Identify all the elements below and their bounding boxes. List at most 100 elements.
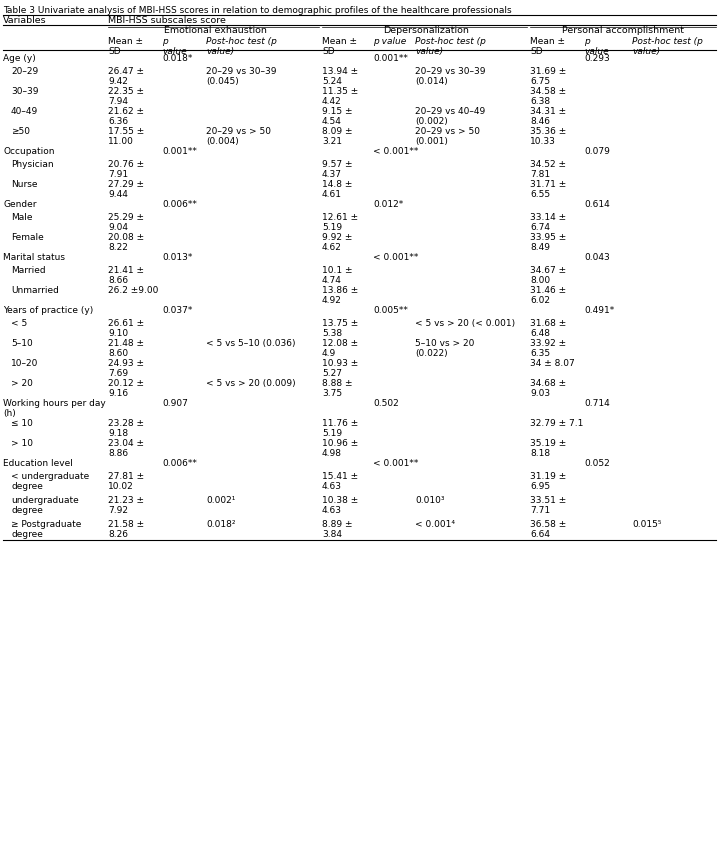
Text: Post-hoc test (p
value): Post-hoc test (p value) (206, 37, 277, 56)
Text: ≤ 10: ≤ 10 (11, 419, 33, 428)
Text: Married: Married (11, 266, 45, 275)
Text: < 0.001**: < 0.001** (373, 147, 418, 156)
Text: Physician: Physician (11, 160, 54, 169)
Text: undergraduate
degree: undergraduate degree (11, 496, 79, 515)
Text: 0.002¹: 0.002¹ (206, 496, 235, 505)
Text: 21.58 ±
8.26: 21.58 ± 8.26 (108, 520, 144, 540)
Text: 9.57 ±
4.37: 9.57 ± 4.37 (322, 160, 352, 179)
Text: 20–29 vs > 50
(0.004): 20–29 vs > 50 (0.004) (206, 127, 271, 147)
Text: 36.58 ±
6.64: 36.58 ± 6.64 (530, 520, 567, 540)
Text: 13.75 ±
5.38: 13.75 ± 5.38 (322, 319, 358, 338)
Text: Emotional exhaustion: Emotional exhaustion (163, 26, 267, 35)
Text: 0.018²: 0.018² (206, 520, 236, 529)
Text: < 0.001**: < 0.001** (373, 459, 418, 468)
Text: 33.95 ±
8.49: 33.95 ± 8.49 (530, 233, 567, 253)
Text: 8.09 ±
3.21: 8.09 ± 3.21 (322, 127, 352, 147)
Text: Male: Male (11, 213, 32, 222)
Text: Marital status: Marital status (3, 253, 65, 262)
Text: 0.013*: 0.013* (162, 253, 193, 262)
Text: 33.92 ±
6.35: 33.92 ± 6.35 (530, 339, 566, 359)
Text: 34.67 ±
8.00: 34.67 ± 8.00 (530, 266, 566, 285)
Text: Age (y): Age (y) (3, 54, 36, 63)
Text: 27.29 ±
9.44: 27.29 ± 9.44 (108, 180, 144, 200)
Text: 23.28 ±
9.18: 23.28 ± 9.18 (108, 419, 144, 439)
Text: > 20: > 20 (11, 379, 33, 388)
Text: < 5: < 5 (11, 319, 27, 328)
Text: 34.31 ±
8.46: 34.31 ± 8.46 (530, 107, 566, 126)
Text: Nurse: Nurse (11, 180, 37, 189)
Text: 34.58 ±
6.38: 34.58 ± 6.38 (530, 87, 566, 106)
Text: 0.037*: 0.037* (162, 306, 193, 315)
Text: Gender: Gender (3, 200, 37, 209)
Text: 26.2 ±9.00: 26.2 ±9.00 (108, 286, 158, 295)
Text: Depersonalization: Depersonalization (383, 26, 469, 35)
Text: 34.52 ±
7.81: 34.52 ± 7.81 (530, 160, 566, 179)
Text: Post-hoc test (p
value): Post-hoc test (p value) (632, 37, 703, 56)
Text: 20–29 vs 30–39
(0.014): 20–29 vs 30–39 (0.014) (415, 67, 485, 87)
Text: 33.14 ±
6.74: 33.14 ± 6.74 (530, 213, 566, 232)
Text: 0.005**: 0.005** (373, 306, 408, 315)
Text: < 5 vs 5–10 (0.036): < 5 vs 5–10 (0.036) (206, 339, 296, 348)
Text: 35.19 ±
8.18: 35.19 ± 8.18 (530, 439, 567, 458)
Text: 21.48 ±
8.60: 21.48 ± 8.60 (108, 339, 144, 359)
Text: 0.001**: 0.001** (373, 54, 408, 63)
Text: 25.29 ±
9.04: 25.29 ± 9.04 (108, 213, 144, 232)
Text: 12.61 ±
5.19: 12.61 ± 5.19 (322, 213, 358, 232)
Text: 20.12 ±
9.16: 20.12 ± 9.16 (108, 379, 144, 398)
Text: 20–29: 20–29 (11, 67, 38, 76)
Text: 24.93 ±
7.69: 24.93 ± 7.69 (108, 359, 144, 378)
Text: 21.23 ±
7.92: 21.23 ± 7.92 (108, 496, 144, 515)
Text: 0.010³: 0.010³ (415, 496, 444, 505)
Text: 0.907: 0.907 (162, 399, 188, 408)
Text: 0.293: 0.293 (584, 54, 610, 63)
Text: 10.96 ±
4.98: 10.96 ± 4.98 (322, 439, 358, 458)
Text: 32.79 ± 7.1: 32.79 ± 7.1 (530, 419, 583, 428)
Text: Years of practice (y): Years of practice (y) (3, 306, 93, 315)
Text: 8.88 ±
3.75: 8.88 ± 3.75 (322, 379, 352, 398)
Text: 22.35 ±
7.94: 22.35 ± 7.94 (108, 87, 144, 106)
Text: 0.052: 0.052 (584, 459, 610, 468)
Text: 10.38 ±
4.63: 10.38 ± 4.63 (322, 496, 358, 515)
Text: 13.94 ±
5.24: 13.94 ± 5.24 (322, 67, 358, 87)
Text: 20.76 ±
7.91: 20.76 ± 7.91 (108, 160, 144, 179)
Text: 31.71 ±
6.55: 31.71 ± 6.55 (530, 180, 567, 200)
Text: Mean ±
SD: Mean ± SD (322, 37, 357, 56)
Text: Unmarried: Unmarried (11, 286, 59, 295)
Text: Table 3 Univariate analysis of MBI-HSS scores in relation to demographic profile: Table 3 Univariate analysis of MBI-HSS s… (3, 6, 512, 15)
Text: < 5 vs > 20 (0.009): < 5 vs > 20 (0.009) (206, 379, 296, 388)
Text: 10.93 ±
5.27: 10.93 ± 5.27 (322, 359, 358, 378)
Text: 0.006**: 0.006** (162, 459, 197, 468)
Text: 15.41 ±
4.63: 15.41 ± 4.63 (322, 472, 358, 492)
Text: p value: p value (373, 37, 406, 46)
Text: Post-hoc test (p
value): Post-hoc test (p value) (415, 37, 486, 56)
Text: 40–49: 40–49 (11, 107, 38, 116)
Text: 0.502: 0.502 (373, 399, 399, 408)
Text: 12.08 ±
4.9: 12.08 ± 4.9 (322, 339, 358, 359)
Text: 34.68 ±
9.03: 34.68 ± 9.03 (530, 379, 566, 398)
Text: 0.491*: 0.491* (584, 306, 614, 315)
Text: 0.012*: 0.012* (373, 200, 403, 209)
Text: 8.89 ±
3.84: 8.89 ± 3.84 (322, 520, 352, 540)
Text: 10.1 ±
4.74: 10.1 ± 4.74 (322, 266, 352, 285)
Text: 5–10: 5–10 (11, 339, 33, 348)
Text: 20–29 vs 30–39
(0.045): 20–29 vs 30–39 (0.045) (206, 67, 277, 87)
Text: Working hours per day
(h): Working hours per day (h) (3, 399, 106, 418)
Text: 17.55 ±
11.00: 17.55 ± 11.00 (108, 127, 145, 147)
Text: 0.006**: 0.006** (162, 200, 197, 209)
Text: 0.043: 0.043 (584, 253, 610, 262)
Text: 0.614: 0.614 (584, 200, 610, 209)
Text: > 10: > 10 (11, 439, 33, 448)
Text: 10–20: 10–20 (11, 359, 38, 368)
Text: 31.69 ±
6.75: 31.69 ± 6.75 (530, 67, 567, 87)
Text: 21.41 ±
8.66: 21.41 ± 8.66 (108, 266, 144, 285)
Text: 33.51 ±
7.71: 33.51 ± 7.71 (530, 496, 567, 515)
Text: 20–29 vs > 50
(0.001): 20–29 vs > 50 (0.001) (415, 127, 480, 147)
Text: 13.86 ±
4.92: 13.86 ± 4.92 (322, 286, 358, 306)
Text: 9.15 ±
4.54: 9.15 ± 4.54 (322, 107, 352, 126)
Text: 0.079: 0.079 (584, 147, 610, 156)
Text: 20.08 ±
8.22: 20.08 ± 8.22 (108, 233, 144, 253)
Text: 23.04 ±
8.86: 23.04 ± 8.86 (108, 439, 144, 458)
Text: 30–39: 30–39 (11, 87, 39, 96)
Text: p
value: p value (584, 37, 608, 56)
Text: 11.35 ±
4.42: 11.35 ± 4.42 (322, 87, 358, 106)
